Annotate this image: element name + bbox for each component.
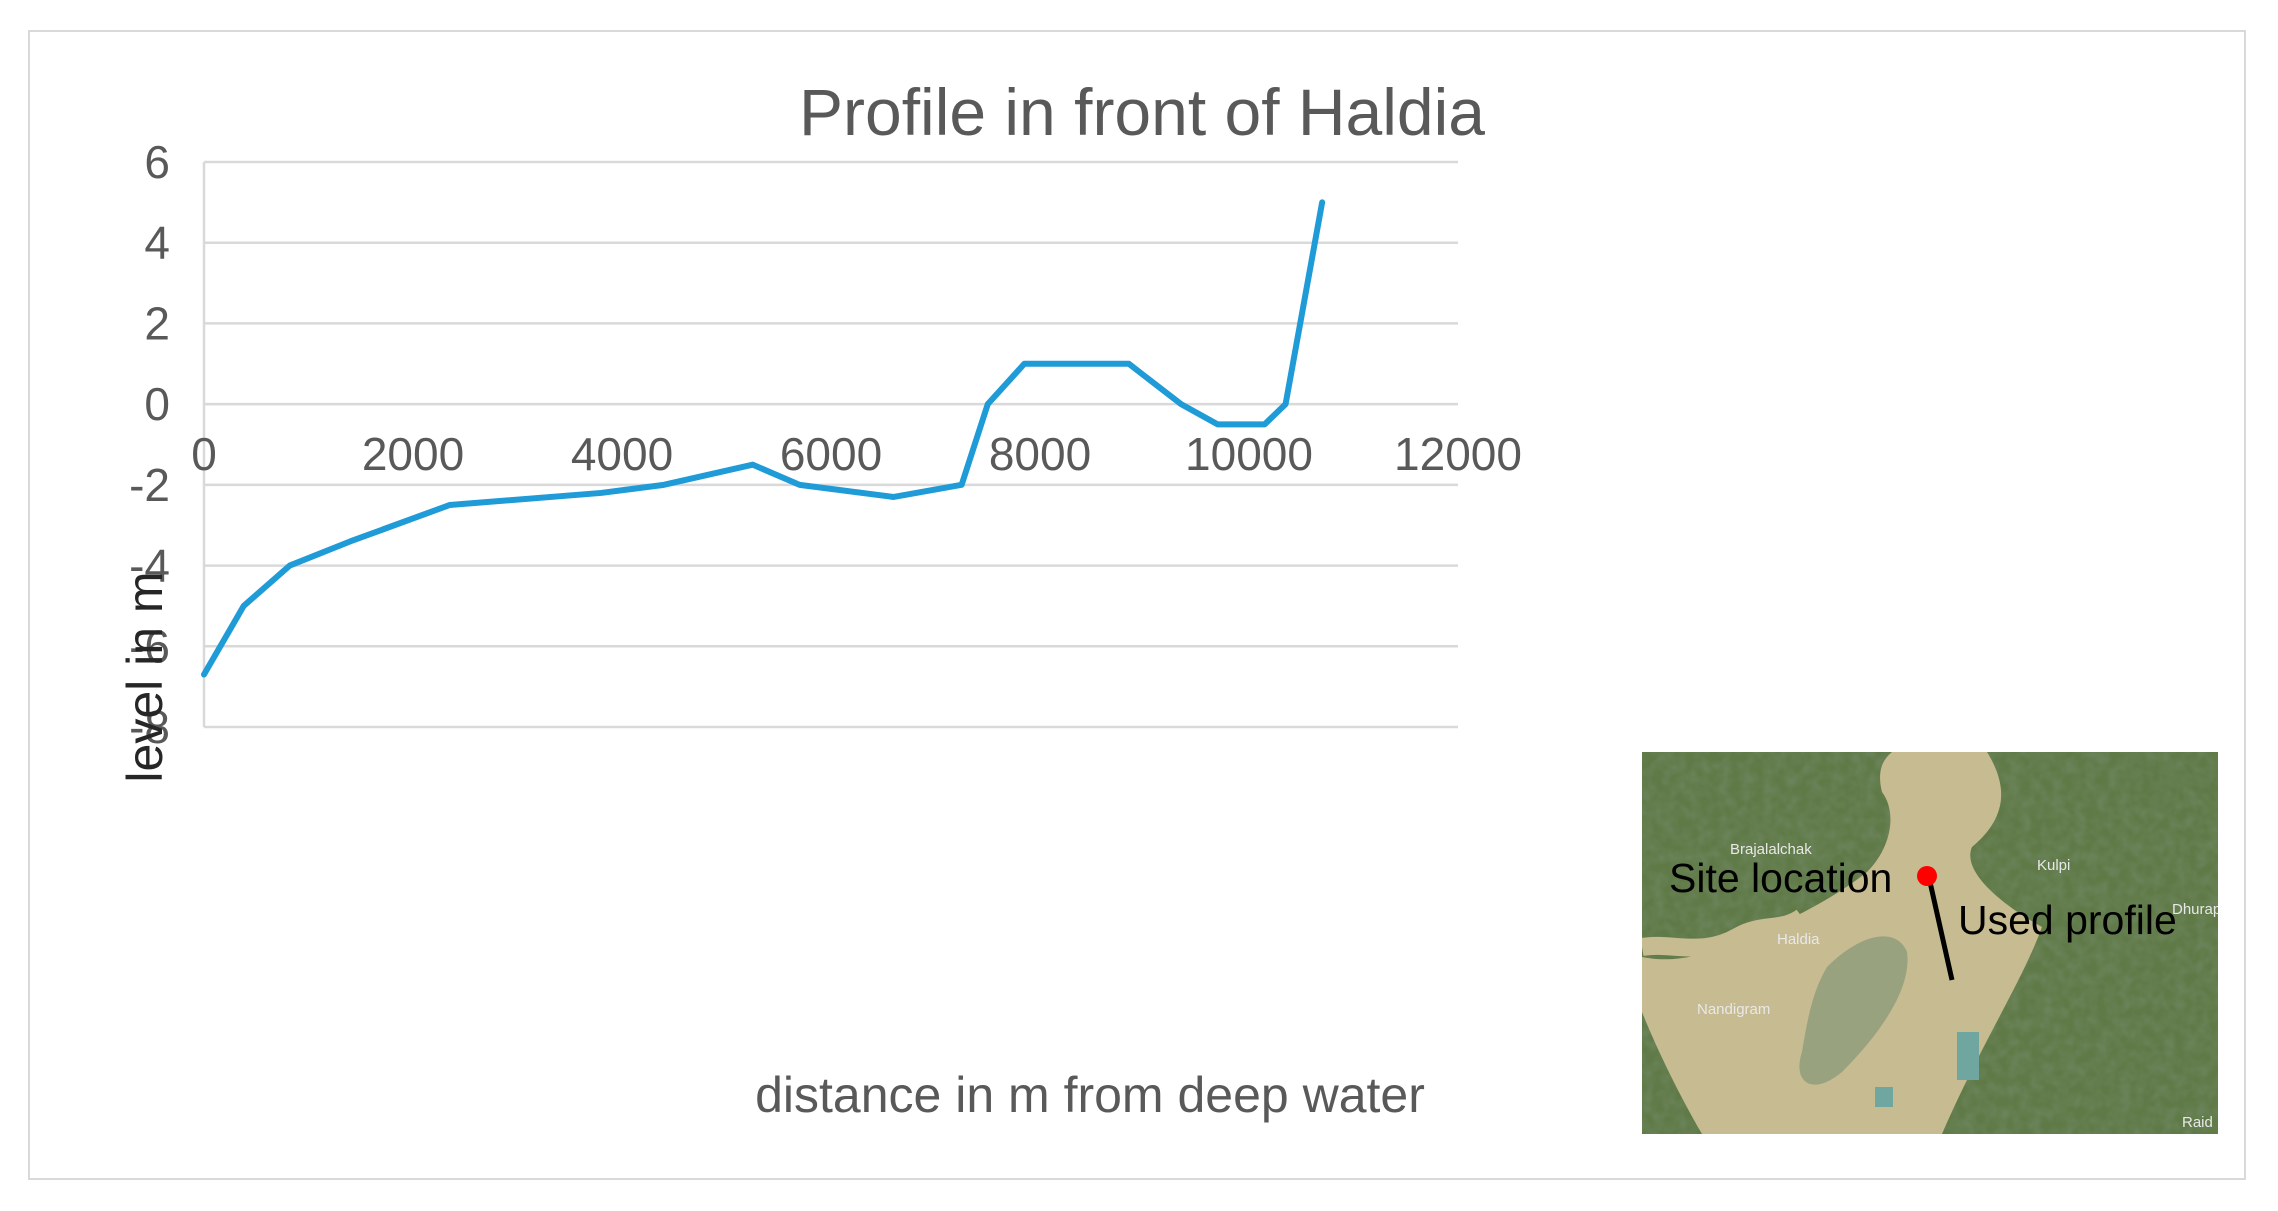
y-tick-label: -8 (129, 701, 170, 753)
y-tick-label: 6 (144, 136, 170, 188)
map-place-label: Dhurapa (2172, 901, 2230, 918)
x-tick-label: 12000 (1394, 428, 1522, 480)
map-island (1799, 936, 1908, 1085)
y-tick-label: -4 (129, 540, 170, 592)
map-pond (1875, 1087, 1893, 1107)
map-pond (1957, 1032, 1979, 1080)
map-place-label: Raid (2182, 1114, 2213, 1131)
chart-title: Profile in front of Haldia (799, 75, 1485, 149)
x-axis-label: distance in m from deep water (755, 1067, 1425, 1123)
y-tick-label: 4 (144, 217, 170, 269)
used-profile-label: Used profile (1958, 897, 2177, 943)
x-tick-label: 10000 (1185, 428, 1313, 480)
series-group (201, 199, 1326, 678)
chart-frame: Profile in front of Haldia 0 2000 4000 6000… (28, 30, 2246, 1180)
map-place-label: Kulpi (2037, 857, 2070, 874)
x-tick-label: 0 (191, 428, 217, 480)
chart-svg: Profile in front of Haldia 0 2000 4000 6000… (117, 75, 2230, 1134)
x-tick-label: 6000 (780, 428, 882, 480)
inset-map: Brajalalchak Kulpi Haldia Nandigram Raid… (1642, 752, 2230, 1134)
site-location-marker (1917, 866, 1937, 886)
series-line-0 (201, 199, 1326, 678)
y-tick-labels: 6 4 2 0 -2 -4 -6 -8 (129, 136, 170, 753)
y-tick-label: 0 (144, 378, 170, 430)
x-tick-label: 2000 (362, 428, 464, 480)
map-place-label: Haldia (1777, 931, 1820, 948)
grid (202, 160, 1458, 729)
map-place-label: Brajalalchak (1730, 841, 1812, 858)
y-tick-label: 2 (144, 297, 170, 349)
map-tributary (1642, 909, 1808, 957)
site-location-label: Site location (1669, 855, 1892, 901)
x-tick-label: 8000 (989, 428, 1091, 480)
x-tick-label: 4000 (571, 428, 673, 480)
y-axis-label: level in m (117, 571, 173, 782)
used-profile-line (1927, 881, 1955, 981)
y-tick-label: -2 (129, 459, 170, 511)
y-tick-label: -6 (129, 620, 170, 672)
map-place-label: Nandigram (1697, 1001, 1770, 1018)
map-river (1642, 752, 2042, 1134)
x-tick-labels: 0 2000 4000 6000 8000 10000 12000 (191, 428, 1522, 480)
